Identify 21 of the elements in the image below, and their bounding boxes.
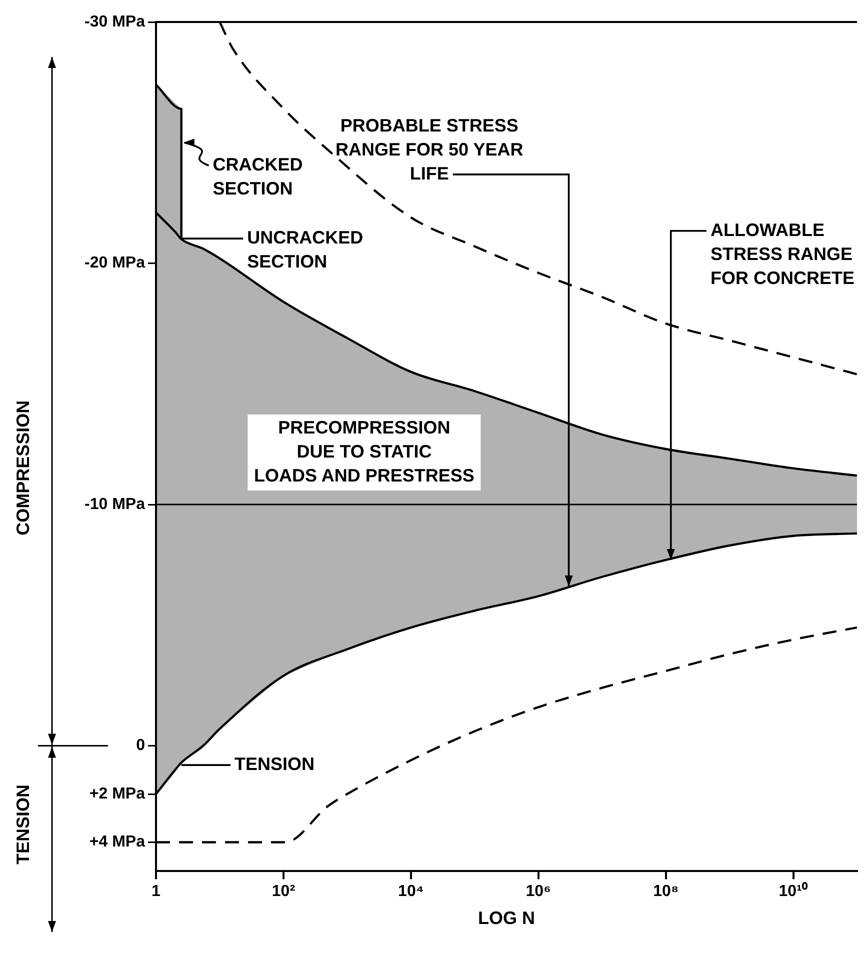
x-axis-title: LOG N bbox=[478, 908, 535, 928]
annotation: PROBABLE STRESS RANGE FOR 50 YEAR LIFE bbox=[336, 115, 524, 184]
x-tick-label: 10⁴ bbox=[398, 883, 424, 900]
x-tick-label: 10⁶ bbox=[526, 883, 551, 900]
annotation: UNCRACKED SECTION bbox=[247, 228, 364, 272]
y-tick-label: 0 bbox=[136, 737, 146, 754]
annotation: PRECOMPRESSION DUE TO STATIC LOADS AND PRESTRESS bbox=[254, 418, 474, 486]
x-tick-label: 10¹⁰ bbox=[778, 882, 808, 900]
y-tick-label: -10 MPa bbox=[84, 496, 146, 513]
y-tick-label: -20 MPa bbox=[84, 254, 146, 272]
annotation: TENSION bbox=[234, 754, 315, 774]
y-tick-label: +4 MPa bbox=[89, 834, 146, 851]
annotation: CRACKED SECTION bbox=[212, 154, 303, 198]
y-tick-label: +2 MPa bbox=[89, 785, 146, 802]
x-tick-label: 1 bbox=[152, 883, 161, 900]
y-tick-label: -30 MPa bbox=[84, 13, 146, 30]
x-tick-label: 10² bbox=[272, 883, 296, 900]
annotation: ALLOWABLE STRESS RANGE FOR CONCRETE bbox=[710, 220, 854, 288]
text: COMPRESSION bbox=[12, 400, 33, 536]
text: TENSION bbox=[12, 784, 33, 864]
x-tick-label: 10⁸ bbox=[653, 883, 678, 900]
